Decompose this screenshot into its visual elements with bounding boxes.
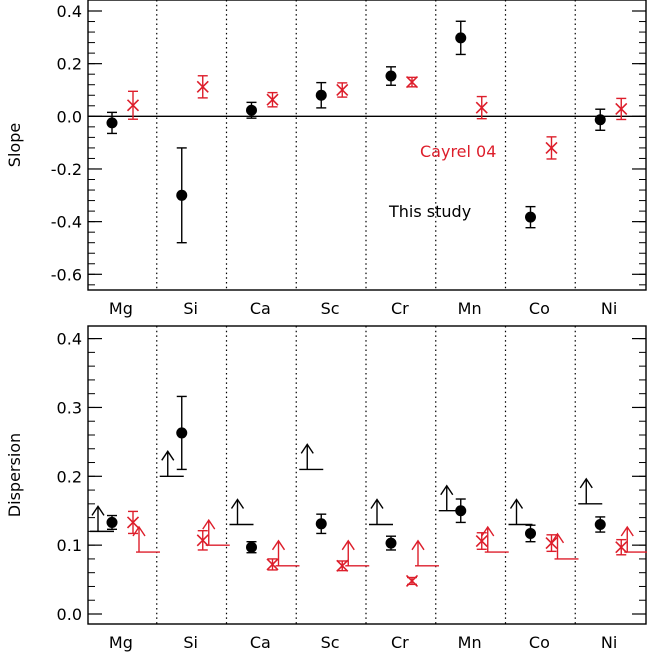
slope-point-this-study-sc xyxy=(315,89,327,101)
x-marker-stroke xyxy=(545,141,558,154)
dispersion-y-tick-label: 0.0 xyxy=(57,605,82,624)
slope-point-this-study-co xyxy=(525,211,536,223)
x-marker-stroke xyxy=(336,559,349,572)
x-marker-stroke xyxy=(126,99,140,112)
slope-y-tick-label: 0.4 xyxy=(57,2,82,21)
dispersion-lower-limit-arrowhead-ni xyxy=(579,477,593,489)
dispersion-point-cayrel04-cr xyxy=(405,574,419,588)
slope-y-axis-label: Slope xyxy=(5,123,24,167)
dispersion-lower-limit-arrowhead-si xyxy=(161,450,175,461)
dispersion-category-label-mn: Mn xyxy=(458,633,482,652)
slope-y-tick-label: -0.2 xyxy=(51,160,82,179)
slope-point-cayrel04-sc xyxy=(336,83,349,97)
x-marker-stroke xyxy=(196,534,209,547)
x-marker-stroke xyxy=(545,537,558,550)
slope-category-label-si: Si xyxy=(183,299,198,318)
dispersion-lower-limit-arrowhead-mg xyxy=(132,525,146,537)
dispersion-point-cayrel04-sc xyxy=(336,559,349,572)
dispersion-point-this-study-si xyxy=(176,427,188,439)
x-marker-stroke xyxy=(196,80,209,93)
x-marker-stroke xyxy=(615,541,628,554)
slope-y-tick-label: 0.2 xyxy=(57,55,82,74)
slope-category-label-mg: Mg xyxy=(109,299,133,318)
dispersion-panel: 0.0 0.1 0.2 0.3 0.4 Dispersion Mg Si Ca Sc Cr Mn Co N… xyxy=(5,325,647,652)
dispersion-plot-frame xyxy=(87,325,647,625)
slope-category-label-cr: Cr xyxy=(391,299,409,318)
slope-category-label-ni: Ni xyxy=(601,299,617,318)
x-marker-stroke xyxy=(336,83,349,97)
slope-y-tick-label: 0.0 xyxy=(57,107,82,126)
dispersion-point-this-study-sc xyxy=(315,518,327,530)
slope-category-label-co: Co xyxy=(529,299,550,318)
slope-point-cayrel04-ca xyxy=(266,93,279,106)
dispersion-category-label-si: Si xyxy=(183,633,198,652)
dispersion-category-label-cr: Cr xyxy=(391,633,409,652)
x-marker-stroke xyxy=(475,534,488,548)
dispersion-lower-limit-arrowhead-mn xyxy=(481,525,495,537)
dispersion-y-tick-label: 0.1 xyxy=(57,536,82,555)
slope-point-this-study-mg xyxy=(106,117,118,129)
dispersion-lower-limit-arrowhead-ca xyxy=(271,539,286,551)
slope-point-this-study-si xyxy=(176,189,188,201)
dispersion-point-this-study-mg xyxy=(106,516,118,528)
x-marker-stroke xyxy=(405,76,419,89)
dispersion-category-label-ca: Ca xyxy=(250,633,271,652)
slope-panel: 0.4 0.2 0.0 -0.2 -0.4 -0.6 Slope Mg Si Ca Sc Cr Mn Co… xyxy=(5,0,647,318)
slope-point-cayrel04-co xyxy=(545,141,558,154)
dispersion-lower-limit-arrowhead-ca xyxy=(230,498,245,509)
dispersion-y-axis-label: Dispersion xyxy=(5,433,24,517)
slope-point-this-study-ni xyxy=(594,114,606,126)
slope-category-label-sc: Sc xyxy=(321,299,340,318)
slope-point-cayrel04-mg xyxy=(126,99,140,112)
dispersion-lower-limit-arrowhead-mg xyxy=(91,505,105,516)
slope-category-label-mn: Mn xyxy=(458,299,482,318)
x-marker-stroke xyxy=(126,516,140,529)
slope-point-cayrel04-mn xyxy=(475,101,488,114)
x-marker-stroke xyxy=(266,558,279,571)
dispersion-lower-limit-arrowhead-co xyxy=(550,532,565,544)
dispersion-lower-limit-arrowhead-si xyxy=(202,518,216,530)
dispersion-lower-limit-arrowhead-cr xyxy=(370,498,384,509)
slope-y-tick-label: -0.6 xyxy=(51,265,82,284)
x-marker-stroke xyxy=(405,574,419,588)
x-marker-stroke xyxy=(615,102,628,116)
dispersion-point-cayrel04-ni xyxy=(615,541,628,554)
dispersion-lower-limit-arrowhead-ni xyxy=(620,525,634,537)
slope-y-tick-label: -0.4 xyxy=(51,213,82,232)
slope-panel-annotation-cayrel04: Cayrel 04 xyxy=(420,142,496,161)
dispersion-lower-limit-arrowhead-sc xyxy=(341,539,355,551)
dispersion-y-tick-label: 0.2 xyxy=(57,467,82,486)
dispersion-lower-limit-arrowhead-cr xyxy=(411,539,425,551)
dispersion-point-this-study-ni xyxy=(594,518,606,530)
dispersion-point-cayrel04-mg xyxy=(126,516,140,529)
dispersion-point-this-study-co xyxy=(525,527,536,539)
dispersion-lower-limit-arrowhead-mn xyxy=(440,484,454,496)
dispersion-category-label-mg: Mg xyxy=(109,633,133,652)
slope-point-cayrel04-ni xyxy=(615,102,628,116)
dispersion-point-cayrel04-mn xyxy=(475,534,488,548)
slope-point-this-study-mn xyxy=(455,32,467,44)
x-marker-stroke xyxy=(266,93,279,106)
dispersion-point-this-study-ca xyxy=(246,541,257,553)
dispersion-category-label-ni: Ni xyxy=(601,633,617,652)
slope-plot-frame xyxy=(87,0,647,291)
slope-point-cayrel04-cr xyxy=(405,76,419,89)
dispersion-lower-limit-arrowhead-co xyxy=(509,498,524,509)
slope-point-this-study-ca xyxy=(246,104,257,116)
dispersion-point-cayrel04-co xyxy=(545,537,558,550)
x-marker-stroke xyxy=(475,101,488,114)
dispersion-lower-limit-arrowhead-sc xyxy=(300,443,314,454)
dispersion-point-cayrel04-ca xyxy=(266,558,279,571)
dispersion-y-tick-label: 0.3 xyxy=(57,398,82,417)
slope-point-this-study-cr xyxy=(385,70,397,82)
slope-panel-annotation-this-study: This study xyxy=(388,202,471,221)
dispersion-point-cayrel04-si xyxy=(196,534,209,547)
dispersion-y-tick-label: 0.4 xyxy=(57,330,82,349)
slope-category-label-ca: Ca xyxy=(250,299,271,318)
dispersion-category-label-sc: Sc xyxy=(321,633,340,652)
dispersion-category-label-co: Co xyxy=(529,633,550,652)
dispersion-point-this-study-cr xyxy=(385,537,397,549)
slope-point-cayrel04-si xyxy=(196,80,209,93)
